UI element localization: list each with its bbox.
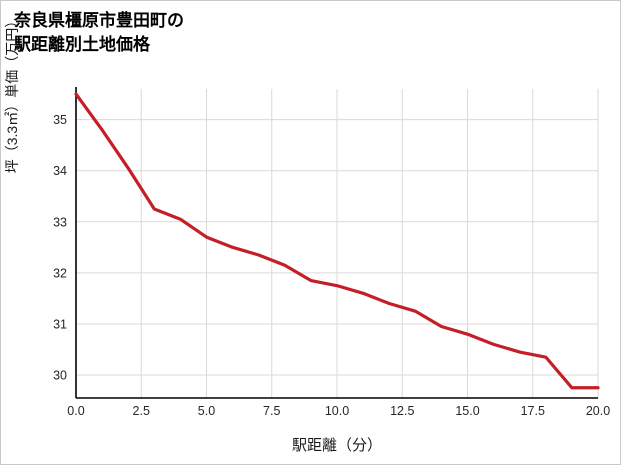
x-tick-label: 15.0 <box>455 404 479 418</box>
x-tick-label: 7.5 <box>263 404 280 418</box>
chart-title: 奈良県橿原市豊田町の 駅距離別土地価格 <box>14 9 184 57</box>
y-axis-label: 坪（3.3㎡）単価（万円） <box>4 13 20 174</box>
y-tick-label: 35 <box>53 113 67 127</box>
x-tick-label: 0.0 <box>67 404 84 418</box>
price-line-series <box>74 92 600 390</box>
y-tick-label: 33 <box>53 215 67 229</box>
y-tick-label: 31 <box>53 317 67 331</box>
x-tick-label: 2.5 <box>133 404 150 418</box>
x-tick-label: 10.0 <box>325 404 349 418</box>
x-tick-label: 12.5 <box>390 404 414 418</box>
chart-title-line1: 奈良県橿原市豊田町の <box>14 11 184 30</box>
y-tick-label: 34 <box>53 164 67 178</box>
y-tick-label: 30 <box>53 369 67 383</box>
chart-title-line2: 駅距離別土地価格 <box>14 34 150 54</box>
x-axis-label: 駅距離（分） <box>291 437 382 454</box>
x-tick-label: 20.0 <box>586 404 610 418</box>
x-tick-label: 5.0 <box>198 404 215 418</box>
x-tick-label: 17.5 <box>521 404 545 418</box>
y-tick-label: 32 <box>53 266 67 280</box>
